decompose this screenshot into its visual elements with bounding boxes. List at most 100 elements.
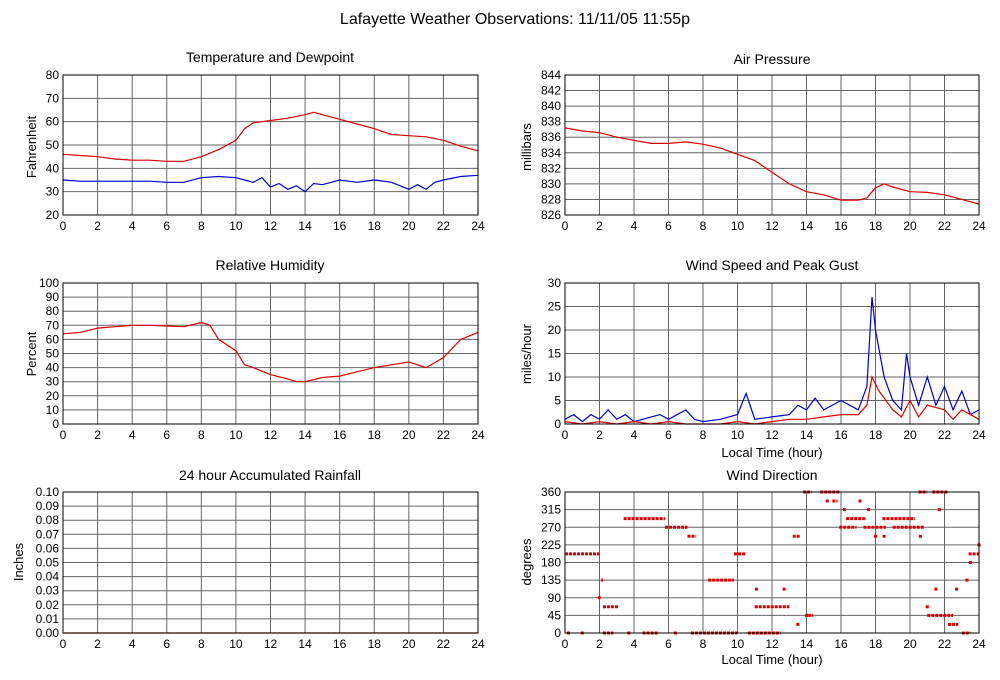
rain-xtick-label: 20 xyxy=(402,637,416,651)
panel-temperature: Temperature and Dewpoint Fahrenheit xyxy=(24,49,354,178)
rain-ytick-label: 0.03 xyxy=(36,584,60,598)
direction-point xyxy=(805,613,808,617)
humidity-xtick-label: 8 xyxy=(198,428,205,442)
direction-xtick-label: 6 xyxy=(665,637,672,651)
rain-xtick-label: 12 xyxy=(264,637,278,651)
pressure-xtick-label: 18 xyxy=(869,219,883,233)
panel-title-wind-direction: Wind Direction xyxy=(726,467,817,483)
pressure-ytick-label: 842 xyxy=(541,84,561,98)
humidity-ytick-label: 20 xyxy=(46,389,60,403)
temp-ytick-label: 80 xyxy=(46,68,60,82)
direction-point xyxy=(955,587,959,591)
rain-xtick-label: 16 xyxy=(333,637,347,651)
direction-xtick-label: 2 xyxy=(596,637,603,651)
temp-xtick-label: 2 xyxy=(94,219,101,233)
humidity-ytick-label: 90 xyxy=(46,290,60,304)
direction-point xyxy=(867,508,871,512)
direction-point xyxy=(796,622,800,626)
rain-xtick-label: 22 xyxy=(437,637,451,651)
temp-ytick-label: 20 xyxy=(46,208,60,222)
pressure-plot-frame xyxy=(564,74,980,216)
humidity-xtick-label: 12 xyxy=(264,428,278,442)
wind-xtick-label: 18 xyxy=(869,428,883,442)
humidity-xtick-label: 18 xyxy=(368,428,382,442)
panel-title-rainfall: 24 hour Accumulated Rainfall xyxy=(179,467,361,483)
temp-xtick-label: 12 xyxy=(264,219,278,233)
direction-point xyxy=(782,587,786,591)
ylabel-pressure: millibars xyxy=(519,123,534,171)
pressure-ytick-label: 832 xyxy=(541,161,561,175)
humidity-xtick-label: 6 xyxy=(163,428,170,442)
wind-ytick-label: 15 xyxy=(548,347,562,361)
pressure-xtick-label: 0 xyxy=(562,219,569,233)
direction-point xyxy=(858,499,862,503)
pressure-xtick-label: 16 xyxy=(834,219,848,233)
pressure-ytick-label: 838 xyxy=(541,115,561,129)
direction-point xyxy=(934,587,938,591)
humidity-xtick-label: 4 xyxy=(129,428,136,442)
pressure-ytick-label: 826 xyxy=(541,208,561,222)
rain-xtick-label: 10 xyxy=(229,637,243,651)
rain-ytick-label: 0.00 xyxy=(36,626,60,640)
wind-ytick-label: 10 xyxy=(548,370,562,384)
ylabel-rainfall: Inches xyxy=(11,542,26,581)
temp-xtick-label: 16 xyxy=(333,219,347,233)
humidity-xtick-label: 16 xyxy=(333,428,347,442)
direction-point xyxy=(874,534,877,538)
direction-point xyxy=(918,534,922,538)
pressure-ytick-label: 834 xyxy=(541,146,561,160)
direction-plot-frame xyxy=(564,491,980,634)
panel-wind-direction: Wind Direction degrees Local Time (hour) xyxy=(519,467,823,667)
direction-ytick-label: 135 xyxy=(541,573,561,587)
humidity-xtick-label: 22 xyxy=(437,428,451,442)
panel-rainfall: 24 hour Accumulated Rainfall Inches xyxy=(11,467,361,581)
direction-point xyxy=(842,508,846,512)
rain-plot-frame xyxy=(62,491,479,634)
direction-xtick-label: 12 xyxy=(765,637,779,651)
wind-xtick-label: 20 xyxy=(903,428,917,442)
rain-ytick-label: 0.06 xyxy=(36,541,60,555)
pressure-ytick-label: 830 xyxy=(541,177,561,191)
rain-xtick-label: 14 xyxy=(298,637,312,651)
pressure-xtick-label: 14 xyxy=(800,219,814,233)
humidity-ytick-label: 40 xyxy=(46,361,60,375)
wind-series-blue-line xyxy=(564,297,980,423)
pressure-xtick-label: 2 xyxy=(596,219,603,233)
direction-xtick-label: 14 xyxy=(800,637,814,651)
pressure-xtick-label: 10 xyxy=(731,219,745,233)
pressure-xtick-label: 20 xyxy=(903,219,917,233)
rain-ytick-label: 0.09 xyxy=(36,499,60,513)
wind-xtick-label: 6 xyxy=(665,428,672,442)
wind-xtick-label: 22 xyxy=(938,428,952,442)
rain-xtick-label: 6 xyxy=(163,637,170,651)
pressure-ytick-label: 840 xyxy=(541,99,561,113)
rain-ytick-label: 0.02 xyxy=(36,598,60,612)
temp-xtick-label: 6 xyxy=(163,219,170,233)
pressure-xtick-label: 22 xyxy=(938,219,952,233)
direction-ytick-label: 225 xyxy=(541,538,561,552)
rain-ytick-label: 0.07 xyxy=(36,527,60,541)
temp-series-blue-line xyxy=(62,174,479,193)
temp-xtick-label: 20 xyxy=(402,219,416,233)
humidity-xtick-label: 2 xyxy=(94,428,101,442)
humidity-ytick-label: 0 xyxy=(52,417,59,431)
temp-plot-frame xyxy=(62,74,479,216)
rain-ytick-label: 0.05 xyxy=(36,556,60,570)
rain-ytick-label: 0.01 xyxy=(36,612,60,626)
wind-ytick-label: 30 xyxy=(548,276,562,290)
humidity-ytick-label: 30 xyxy=(46,375,60,389)
direction-point xyxy=(925,605,929,609)
rain-ytick-label: 0.10 xyxy=(36,485,60,499)
rain-xtick-label: 0 xyxy=(60,637,67,651)
temp-xtick-label: 0 xyxy=(60,219,67,233)
ylabel-wind-speed: miles/hour xyxy=(519,323,534,384)
humidity-ytick-label: 70 xyxy=(46,318,60,332)
direction-xtick-label: 10 xyxy=(731,637,745,651)
wind-xtick-label: 14 xyxy=(800,428,814,442)
humidity-series-red-line xyxy=(62,321,479,383)
direction-ytick-label: 315 xyxy=(541,503,561,517)
pressure-xtick-label: 4 xyxy=(631,219,638,233)
humidity-ytick-label: 100 xyxy=(39,276,59,290)
wind-xtick-label: 10 xyxy=(731,428,745,442)
panel-title-temperature: Temperature and Dewpoint xyxy=(186,49,354,65)
